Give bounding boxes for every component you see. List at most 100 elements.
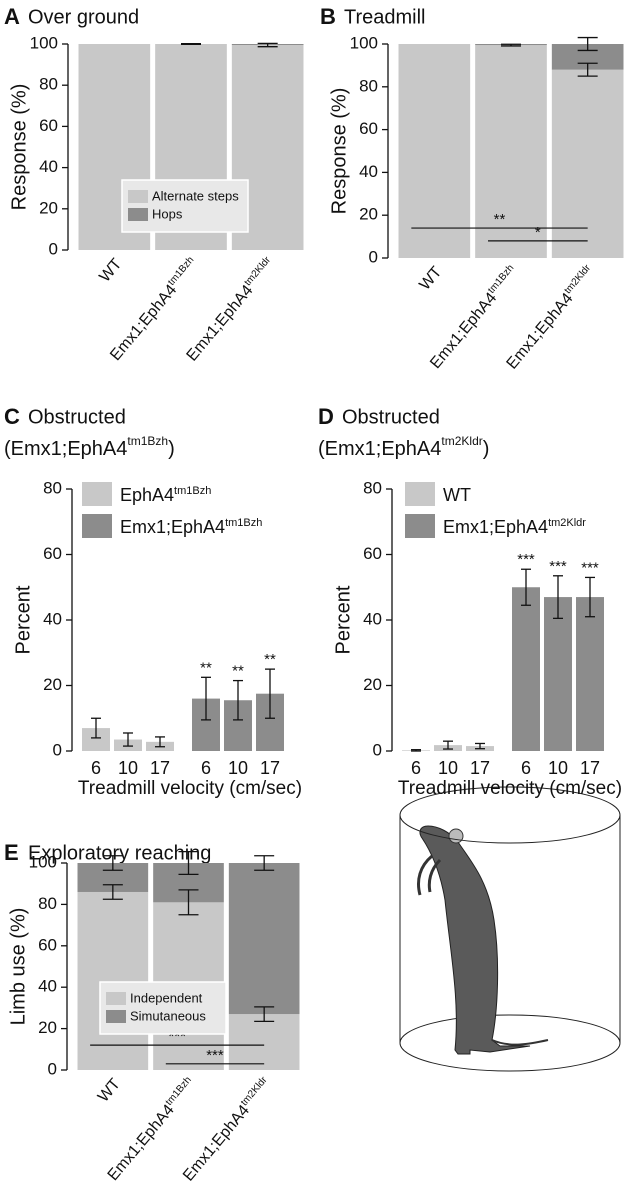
chart-subtitle-text: (Emx1;EphA4 — [318, 438, 441, 460]
chart-subtitle-superscript: tm1Bzh — [127, 434, 168, 448]
x-tick-label: 6 — [91, 758, 101, 778]
panel-letter: E — [4, 840, 19, 865]
x-tick-label: WT — [95, 1075, 124, 1105]
legend-label: Independent — [130, 990, 203, 1005]
chart-subtitle-end: ) — [168, 438, 175, 460]
x-tick-label: 6 — [411, 758, 421, 778]
legend-label-superscript: tm2Kldr — [548, 517, 586, 529]
y-tick-label: 20 — [38, 1018, 57, 1037]
legend-swatch — [82, 482, 112, 506]
x-tick-label-text: Emx1;EphA4 — [504, 290, 577, 373]
cylinder-top — [399, 786, 621, 844]
bar — [544, 597, 572, 751]
y-tick-label: 40 — [359, 162, 378, 181]
x-tick-label-text: Emx1;EphA4 — [180, 1102, 253, 1185]
x-tick-label: WT — [416, 263, 445, 293]
mouse-body — [419, 825, 531, 1055]
x-tick-label: 6 — [201, 758, 211, 778]
chart-title: Obstructed — [28, 406, 126, 428]
legend-label-text: Emx1;EphA4 — [443, 517, 548, 537]
legend-swatch — [128, 208, 148, 221]
cylinder-base — [399, 1014, 621, 1072]
legend-swatch — [405, 514, 435, 538]
bar-segment — [551, 69, 624, 259]
y-tick-label: 60 — [363, 544, 382, 563]
significance-label: * — [535, 224, 541, 241]
y-tick-label: 80 — [359, 76, 378, 95]
legend-label: Emx1;EphA4tm2Kldr — [443, 517, 586, 537]
significance-label: ** — [200, 659, 212, 676]
x-tick-label: 6 — [521, 758, 531, 778]
x-tick-label: 10 — [438, 758, 458, 778]
y-tick-label: 40 — [43, 609, 62, 628]
y-tick-label: 60 — [39, 116, 58, 135]
x-tick-label-superscript: tm1Bzh — [164, 1075, 194, 1108]
y-tick-label: 20 — [359, 205, 378, 224]
x-tick-label: 10 — [228, 758, 248, 778]
legend-label-text: WT — [443, 485, 471, 505]
y-tick-label: 0 — [369, 247, 378, 266]
y-axis-label: Percent — [332, 585, 354, 654]
y-tick-label: 0 — [49, 239, 58, 258]
bar-segment — [228, 863, 300, 1015]
legend-label-superscript: tm1Bzh — [174, 485, 211, 497]
y-tick-label: 80 — [363, 478, 382, 497]
legend-swatch — [106, 1010, 126, 1023]
y-tick-label: 60 — [38, 935, 57, 954]
x-tick-label-superscript: tm2Kldr — [562, 262, 593, 296]
chart-title: Treadmill — [344, 6, 426, 28]
chart-subtitle-text: (Emx1;EphA4 — [4, 438, 127, 460]
significance-label: *** — [517, 551, 535, 568]
bar — [576, 597, 604, 751]
bar-segment — [475, 45, 547, 258]
x-tick-label-text: WT — [95, 1075, 124, 1105]
chart-subtitle-superscript: tm2Kldr — [441, 434, 482, 448]
legend-label-text: Emx1;EphA4 — [120, 517, 225, 537]
x-tick-label-text: Emx1;EphA4 — [107, 282, 180, 365]
x-tick-label: WT — [96, 255, 125, 285]
x-tick-label: 10 — [548, 758, 568, 778]
legend-swatch — [405, 482, 435, 506]
y-tick-label: 40 — [39, 157, 58, 176]
significance-label: ** — [264, 651, 276, 668]
x-axis-label: Treadmill velocity (cm/sec) — [398, 778, 622, 799]
x-tick-label: 10 — [118, 758, 138, 778]
x-tick-label: Emx1;EphA4tm2Kldr — [179, 1074, 276, 1184]
x-tick-label-superscript: tm2Kldr — [242, 254, 273, 288]
x-tick-label: 17 — [470, 758, 490, 778]
panel-letter: C — [4, 404, 20, 429]
panel-letter: A — [4, 4, 20, 29]
legend-swatch — [82, 514, 112, 538]
legend-label: Alternate steps — [152, 188, 239, 203]
x-tick-label: Emx1;EphA4tm2Kldr — [182, 254, 279, 364]
x-tick-label: 17 — [150, 758, 170, 778]
chart-title: Obstructed — [342, 406, 440, 428]
x-tick-label-text: Emx1;EphA4 — [427, 290, 500, 373]
x-tick-label: 17 — [260, 758, 280, 778]
legend-box — [121, 179, 249, 233]
bar-segment — [228, 1014, 300, 1070]
y-axis-label: Response (%) — [328, 88, 350, 215]
legend-label: Simutaneous — [130, 1008, 206, 1023]
chart-subtitle: (Emx1;EphA4tm1Bzh) — [4, 434, 175, 460]
y-axis-label: Response (%) — [8, 84, 30, 211]
y-axis-label: Percent — [12, 585, 34, 654]
legend-swatch — [106, 992, 126, 1005]
bar-segment — [398, 44, 471, 258]
bar — [512, 587, 540, 751]
x-tick-label: Emx1;EphA4tm2Kldr — [502, 262, 599, 372]
significance-label: ** — [494, 211, 506, 228]
x-tick-label-superscript: tm1Bzh — [486, 263, 516, 296]
x-tick-label-text: Emx1;EphA4 — [105, 1102, 178, 1185]
mouse-ear — [448, 828, 464, 844]
y-tick-label: 20 — [363, 675, 382, 694]
bar-segment — [77, 891, 149, 1070]
y-tick-label: 40 — [38, 977, 57, 996]
y-tick-label: 0 — [48, 1059, 57, 1078]
x-tick-label-text: Emx1;EphA4 — [184, 282, 257, 365]
legend-label: WT — [443, 485, 471, 505]
significance-label: *** — [549, 558, 567, 575]
chart-subtitle-end: ) — [483, 438, 490, 460]
